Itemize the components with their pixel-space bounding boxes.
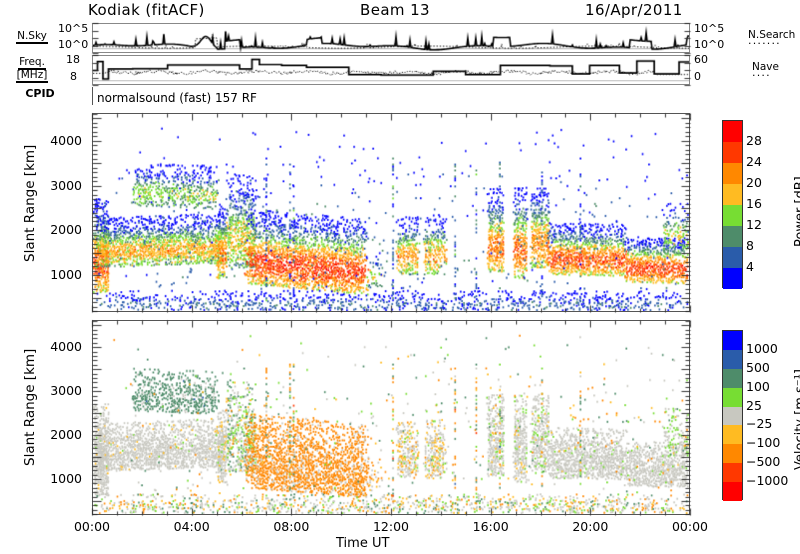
page-title-beam: Beam 13 [360, 1, 430, 19]
x-axis-tick-label: 12:00 [372, 519, 410, 534]
colorbar-band [723, 368, 742, 388]
velocity-y-axis-title: Slant Range [km] [22, 348, 38, 466]
colorbar-band [723, 142, 742, 163]
colorbar-tick-label: −25 [746, 416, 773, 432]
x-axis-tick-label: 20:00 [572, 519, 609, 534]
power-rti-canvas [93, 114, 689, 311]
frequency-label-line2: [MHz] [15, 69, 49, 84]
colorbar-tick-label: 20 [746, 175, 762, 190]
colorbar-tick-label: 4 [746, 259, 754, 274]
noise-axis-right-lo: 10^0 [694, 38, 725, 51]
colorbar-band [723, 425, 742, 445]
colorbar-tick-label: −500 [746, 454, 781, 470]
colorbar-band [723, 184, 742, 205]
freq-axis-left-lo: 8 [70, 70, 77, 83]
colorbar-band [723, 121, 742, 142]
noise-sky-label-text: N.Sky [16, 30, 48, 45]
y-axis-tick-label: 2000 [50, 222, 82, 238]
noise-axis-right-hi: 10^5 [694, 22, 725, 35]
x-axis-tick-label: 08:00 [273, 519, 310, 534]
power-y-axis-title: Slant Range [km] [22, 144, 38, 262]
colorbar-tick-label: 16 [746, 196, 762, 211]
x-axis-tick-label: 00:00 [73, 519, 111, 534]
colorbar-tick-label: 500 [746, 359, 770, 375]
velocity-rti-panel [92, 320, 690, 515]
colorbar-band [723, 444, 742, 464]
noise-search-label: N.Search ······· [748, 29, 800, 51]
noise-summary-panel [92, 23, 690, 53]
colorbar-tick-label: −1000 [746, 473, 789, 489]
colorbar-tick-label: 8 [746, 238, 754, 253]
frequency-summary-canvas [93, 56, 689, 84]
colorbar-band [723, 349, 742, 369]
colorbar-band [723, 226, 742, 247]
y-axis-tick-label: 4000 [50, 339, 82, 355]
y-axis-tick-label: 4000 [50, 132, 82, 148]
cpid-panel: normalsound (fast) 157 RF [92, 87, 691, 105]
colorbar-tick-label: 100 [746, 378, 770, 394]
noise-sky-label: N.Sky [6, 30, 58, 45]
colorbar-band [723, 268, 742, 289]
power-rti-panel [92, 113, 690, 312]
colorbar-band [723, 406, 742, 426]
x-axis-tick-label: 04:00 [173, 519, 210, 534]
colorbar-band [723, 463, 742, 482]
colorbar-band [723, 247, 742, 268]
frequency-label: Freq. [MHz] [4, 56, 60, 84]
x-axis-tick-label: 16:00 [472, 519, 509, 534]
page-title-station: Kodiak (fitACF) [88, 1, 205, 19]
colorbar-band [723, 331, 742, 350]
y-axis-tick-label: 3000 [50, 383, 82, 399]
cpid-text: normalsound (fast) 157 RF [97, 91, 257, 105]
velocity-rti-canvas [93, 321, 689, 514]
nave-axis-right-hi: 60 [694, 53, 708, 66]
cpid-label: CPID [25, 87, 55, 100]
colorbar-tick-label: −100 [746, 435, 781, 451]
dotted-line-legend-nave: ···· [752, 69, 771, 83]
colorbar-tick-label: 1000 [746, 340, 778, 356]
y-axis-tick-label: 1000 [50, 267, 82, 283]
velocity-colorbar [722, 330, 743, 501]
dotted-line-legend-noise: ······· [748, 37, 781, 51]
y-axis-tick-label: 1000 [50, 470, 82, 486]
noise-summary-canvas [93, 24, 689, 52]
colorbar-tick-label: 25 [746, 397, 762, 413]
colorbar-tick-label: 12 [746, 217, 762, 232]
colorbar-tick-label: 28 [746, 133, 762, 148]
y-axis-tick-label: 3000 [50, 177, 82, 193]
x-axis-title: Time UT [336, 536, 390, 551]
power-colorbar [722, 120, 743, 289]
nave-axis-right-lo: 0 [694, 70, 701, 83]
velocity-colorbar-title: Velocity [m s⁻¹] [793, 369, 800, 470]
colorbar-band [723, 387, 742, 407]
frequency-summary-panel [92, 55, 690, 85]
nave-label: Nave ···· [752, 61, 798, 83]
freq-axis-left-hi: 18 [66, 53, 80, 66]
colorbar-band [723, 163, 742, 184]
noise-axis-left-hi: 10^5 [58, 22, 89, 35]
colorbar-band [723, 482, 742, 501]
power-colorbar-title: Power [dB] [793, 176, 800, 247]
colorbar-band [723, 205, 742, 226]
x-axis-tick-label: 00:00 [671, 519, 709, 534]
colorbar-tick-label: 24 [746, 154, 762, 169]
noise-axis-left-lo: 10^0 [58, 38, 89, 51]
y-axis-tick-label: 2000 [50, 427, 82, 443]
page-title-date: 16/Apr/2011 [585, 1, 683, 19]
